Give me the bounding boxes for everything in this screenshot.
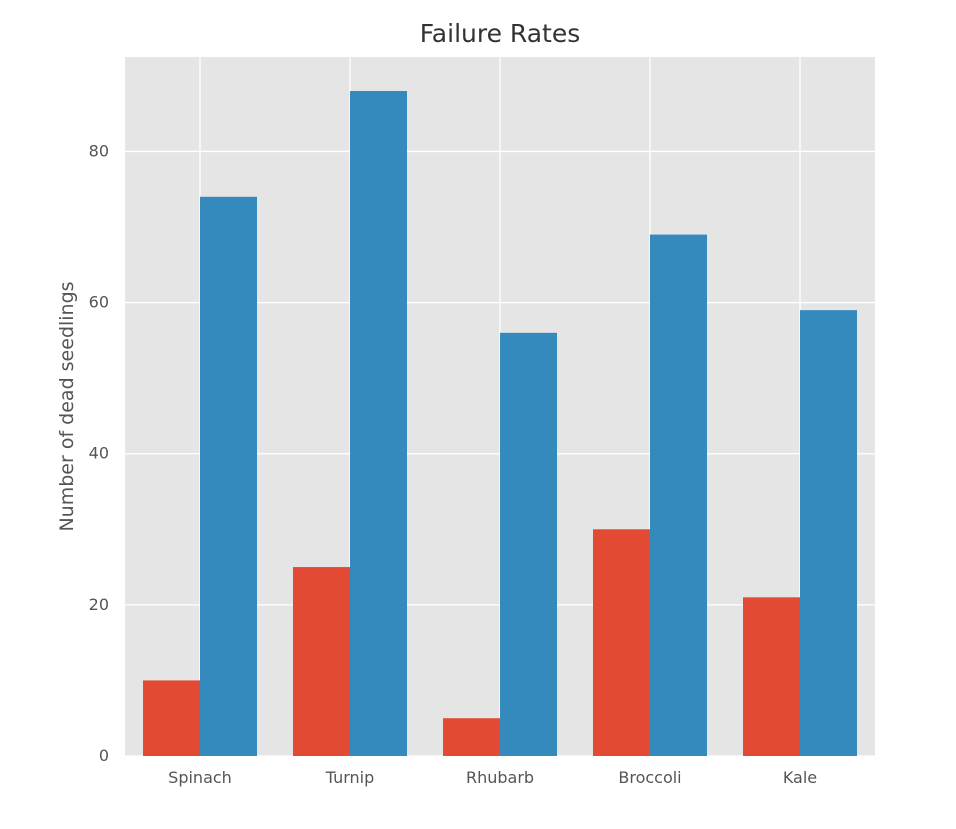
y-tick-label: 40 bbox=[89, 444, 109, 463]
x-tick-label: Rhubarb bbox=[466, 768, 534, 787]
bar-series-1-broccoli bbox=[593, 529, 650, 756]
y-axis-label: Number of dead seedlings bbox=[56, 281, 78, 531]
bar-series-2-kale bbox=[800, 310, 857, 756]
chart-title: Failure Rates bbox=[420, 19, 581, 48]
bar-series-1-spinach bbox=[143, 680, 200, 756]
x-tick-label: Kale bbox=[783, 768, 817, 787]
bars bbox=[143, 91, 857, 757]
x-tick-labels: Spinach Turnip Rhubarb Broccoli Kale bbox=[168, 768, 817, 787]
bar-series-2-turnip bbox=[350, 91, 407, 757]
x-tick-label: Spinach bbox=[168, 768, 232, 787]
bar-series-2-broccoli bbox=[650, 234, 707, 756]
bar-series-1-kale bbox=[743, 597, 800, 756]
y-tick-label: 60 bbox=[89, 293, 109, 312]
bar-series-1-turnip bbox=[293, 567, 350, 756]
x-tick-label: Turnip bbox=[325, 768, 375, 787]
bar-series-2-rhubarb bbox=[500, 332, 557, 756]
bar-series-2-spinach bbox=[200, 196, 257, 757]
y-tick-label: 80 bbox=[89, 141, 109, 160]
bar-series-1-rhubarb bbox=[443, 718, 500, 756]
y-tick-label: 20 bbox=[89, 595, 109, 614]
y-tick-labels: 0 20 40 60 80 bbox=[89, 141, 109, 765]
y-tick-label: 0 bbox=[99, 746, 109, 765]
x-tick-label: Broccoli bbox=[618, 768, 681, 787]
